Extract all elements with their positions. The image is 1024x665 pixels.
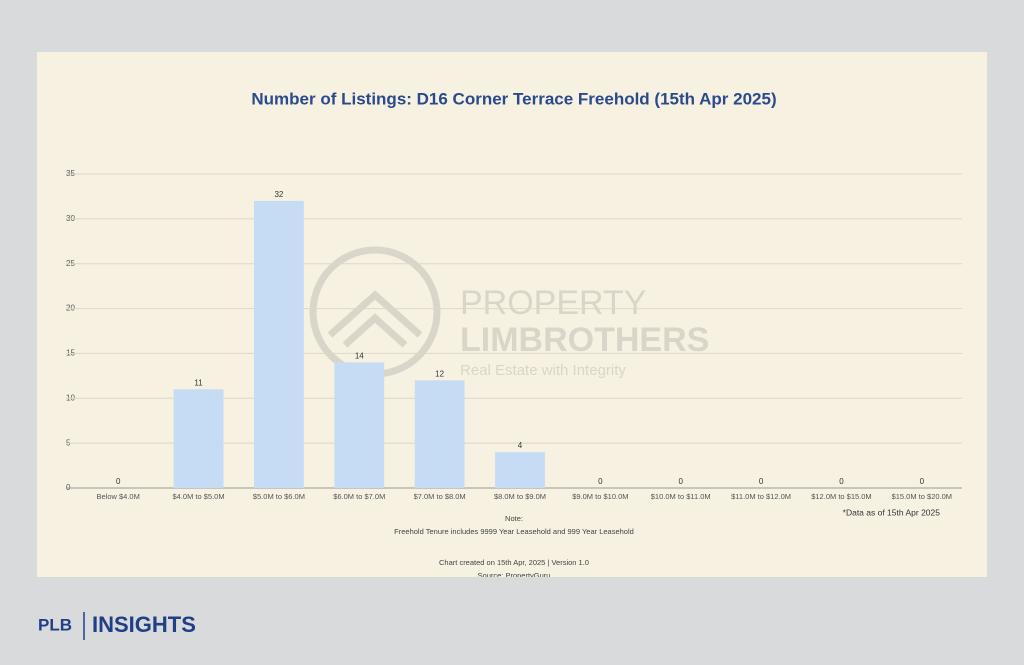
value-label: 11 bbox=[194, 378, 203, 387]
watermark-roof bbox=[327, 290, 423, 348]
x-tick-label: $12.0M to $15.0M bbox=[811, 492, 871, 501]
x-tick-label: $6.0M to $7.0M bbox=[333, 492, 385, 501]
brand-left: PLB bbox=[38, 615, 72, 634]
bar bbox=[495, 452, 545, 488]
data-note: *Data as of 15th Apr 2025 bbox=[843, 507, 941, 517]
x-tick-label: $4.0M to $5.0M bbox=[172, 492, 224, 501]
x-tick-label: $7.0M to $8.0M bbox=[414, 492, 466, 501]
value-label: 12 bbox=[435, 369, 444, 378]
value-label: 0 bbox=[759, 477, 764, 486]
value-label: 0 bbox=[116, 477, 121, 486]
x-tick-label: $11.0M to $12.0M bbox=[731, 492, 791, 501]
bar bbox=[414, 380, 465, 488]
brand-right: INSIGHTS bbox=[92, 612, 196, 637]
chart-title: Number of Listings: D16 Corner Terrace F… bbox=[251, 89, 776, 108]
x-tick-label: $15.0M to $20.0M bbox=[892, 492, 952, 501]
value-label: 0 bbox=[920, 477, 925, 486]
watermark-text: LIMBROTHERS bbox=[460, 321, 709, 359]
watermark-tagline: Real Estate with Integrity bbox=[460, 362, 626, 379]
value-label: 4 bbox=[518, 441, 523, 450]
x-tick-label: $8.0M to $9.0M bbox=[494, 492, 546, 501]
plot-area: PROPERTY LIMBROTHERS Real Estate with In… bbox=[66, 89, 962, 580]
value-label: 0 bbox=[679, 477, 684, 486]
watermark: PROPERTY LIMBROTHERS Real Estate with In… bbox=[309, 246, 709, 379]
x-tick-label: $5.0M to $6.0M bbox=[253, 492, 305, 501]
value-label: 0 bbox=[598, 477, 603, 486]
bar bbox=[253, 200, 304, 488]
note-title: Note: bbox=[505, 514, 523, 523]
x-tick-label: $10.0M to $11.0M bbox=[651, 492, 711, 501]
footer-created: Chart created on 15th Apr, 2025 | Versio… bbox=[439, 558, 589, 567]
value-label: 32 bbox=[274, 190, 283, 199]
watermark-text: PROPERTY bbox=[460, 284, 646, 322]
footer-source: Source: PropertyGuru bbox=[478, 571, 551, 580]
bar bbox=[173, 389, 224, 488]
chart-panel bbox=[37, 52, 987, 577]
value-label: 0 bbox=[839, 477, 844, 486]
x-tick-label: Below $4.0M bbox=[97, 492, 140, 501]
value-label: 14 bbox=[355, 352, 364, 361]
note: Freehold Tenure includes 9999 Year Lease… bbox=[394, 527, 634, 536]
x-tick-label: $9.0M to $10.0M bbox=[572, 492, 628, 501]
bar bbox=[334, 362, 385, 488]
